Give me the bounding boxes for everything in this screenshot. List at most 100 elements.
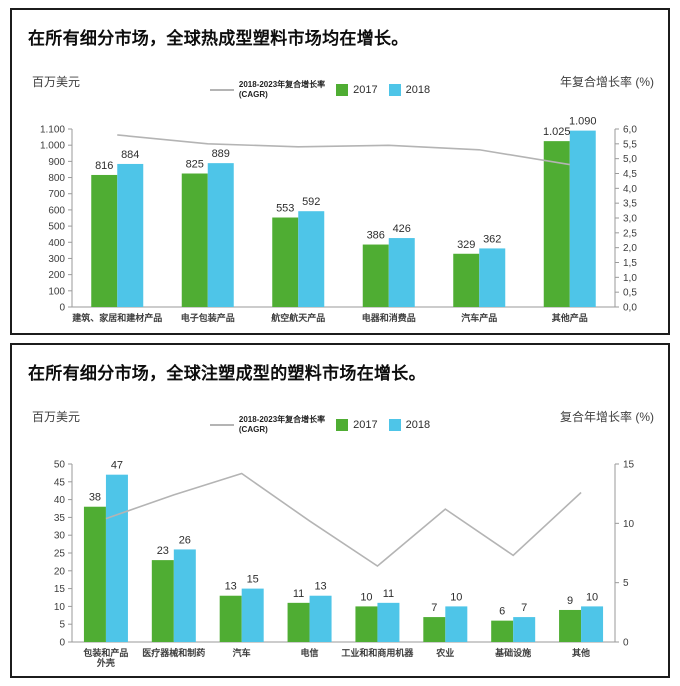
panel-title: 在所有细分市场，全球热成型塑料市场均在增长。 bbox=[28, 29, 409, 48]
panel-thermoforming: 在所有细分市场，全球热成型塑料市场均在增长。 百万美元 2018-2023年复合… bbox=[10, 8, 670, 335]
bar-value-label: 884 bbox=[121, 149, 139, 161]
legend-2017-swatch bbox=[336, 84, 349, 97]
right-axis-tick-label: 1,5 bbox=[623, 258, 637, 269]
category-label: 电子包装产品 bbox=[181, 312, 235, 323]
chart-header: 百万美元 2018-2023年复合增长率 (CAGR) 2017 2018 年复… bbox=[12, 49, 668, 109]
left-axis-tick-label: 600 bbox=[48, 205, 65, 216]
left-axis-title: 百万美元 bbox=[32, 75, 81, 89]
bar-2018 bbox=[173, 549, 196, 642]
bar-value-label: 592 bbox=[302, 196, 320, 208]
bar-value-label: 10 bbox=[586, 591, 598, 603]
category-label: 基础设施 bbox=[494, 647, 531, 658]
chart-header: 百万美元 2018-2023年复合增长率 (CAGR) 2017 2018 复合… bbox=[12, 384, 668, 444]
right-axis-title: 年复合增长率 (%) bbox=[560, 75, 654, 89]
cagr-line-swatch bbox=[209, 424, 234, 427]
left-axis-tick-label: 1.100 bbox=[40, 125, 65, 136]
bar-2017 bbox=[423, 617, 446, 642]
bar-2018 bbox=[513, 617, 536, 642]
left-axis-tick-label: 15 bbox=[54, 584, 66, 595]
bar-value-label: 426 bbox=[393, 223, 411, 235]
bar-2017 bbox=[559, 609, 582, 642]
bar-2017 bbox=[453, 253, 480, 307]
left-axis-tick-label: 500 bbox=[48, 222, 65, 233]
left-axis-tick-label: 0 bbox=[59, 638, 65, 649]
bar-value-label: 386 bbox=[367, 230, 385, 242]
bar-value-label: 47 bbox=[111, 460, 123, 472]
right-axis-tick-label: 5 bbox=[623, 578, 629, 589]
bar-2018 bbox=[377, 602, 400, 642]
left-axis-tick-label: 45 bbox=[54, 477, 66, 488]
bar-value-label: 7 bbox=[431, 602, 437, 614]
right-axis-tick-label: 10 bbox=[623, 519, 635, 530]
left-axis-tick-label: 700 bbox=[48, 189, 65, 200]
left-axis-tick-label: 100 bbox=[48, 286, 65, 297]
panel-injection-molding: 在所有细分市场，全球注塑成型的塑料市场在增长。 百万美元 2018-2023年复… bbox=[10, 343, 670, 678]
bar-value-label: 362 bbox=[483, 233, 501, 245]
cagr-line-swatch bbox=[209, 89, 234, 92]
bar-value-label: 9 bbox=[567, 595, 573, 607]
legend-2017-label: 2017 bbox=[353, 419, 378, 432]
category-label: 工业和和商用机器 bbox=[341, 647, 414, 658]
left-axis-tick-label: 200 bbox=[48, 270, 65, 281]
bar-2017 bbox=[362, 244, 389, 307]
right-axis-tick-label: 6,0 bbox=[623, 125, 637, 136]
cagr-legend-line2: (CAGR) bbox=[238, 90, 268, 100]
bar-2018 bbox=[105, 474, 128, 642]
right-axis-tick-label: 3,0 bbox=[623, 214, 637, 225]
bar-2017 bbox=[355, 606, 378, 642]
category-label: 汽车产品 bbox=[461, 312, 497, 323]
bar-2018 bbox=[117, 163, 144, 307]
chart-legend: 2018-2023年复合增长率 (CAGR) 2017 2018 bbox=[209, 415, 431, 436]
bar-value-label: 825 bbox=[186, 159, 204, 171]
bar-2018 bbox=[479, 248, 506, 307]
right-axis-tick-label: 1,0 bbox=[623, 273, 637, 284]
right-axis-tick-label: 0 bbox=[623, 638, 629, 649]
bar-2018 bbox=[207, 163, 234, 307]
category-label: 汽车 bbox=[233, 647, 251, 658]
category-label: 其他 bbox=[572, 647, 590, 658]
panel-title: 在所有细分市场，全球注塑成型的塑料市场在增长。 bbox=[28, 364, 426, 383]
category-label: 包装和产品外壳 bbox=[82, 647, 128, 668]
left-axis-tick-label: 400 bbox=[48, 238, 65, 249]
bar-2017 bbox=[91, 174, 118, 307]
left-axis-title: 百万美元 bbox=[32, 410, 81, 424]
legend-2018-label: 2018 bbox=[405, 419, 431, 432]
legend-2017-swatch bbox=[336, 419, 349, 432]
bar-value-label: 10 bbox=[450, 591, 462, 603]
category-label: 农业 bbox=[435, 647, 454, 658]
bar-value-label: 1.090 bbox=[569, 116, 597, 128]
bar-2018 bbox=[569, 130, 596, 307]
left-axis-tick-label: 35 bbox=[54, 513, 66, 524]
left-axis-tick-label: 800 bbox=[48, 173, 65, 184]
cagr-legend-line1: 2018-2023年复合增长率 bbox=[238, 80, 326, 89]
bar-value-label: 11 bbox=[383, 588, 394, 600]
bar-value-label: 816 bbox=[95, 160, 113, 172]
cagr-legend-line2: (CAGR) bbox=[238, 425, 268, 435]
bar-value-label: 23 bbox=[157, 545, 169, 557]
right-axis-tick-label: 5,0 bbox=[623, 154, 637, 165]
right-axis-tick-label: 4,5 bbox=[623, 169, 637, 180]
bar-value-label: 329 bbox=[457, 239, 475, 251]
right-axis-tick-label: 15 bbox=[623, 460, 635, 471]
bar-2017 bbox=[543, 141, 570, 307]
injection-molding-chart: 0 5 10 15 20 25 30 35 40 45 50 0 5 10 15 38 23 13 11 10 7 6 9 4… bbox=[54, 460, 635, 669]
legend-2018-swatch bbox=[388, 84, 401, 97]
bar-value-label: 889 bbox=[212, 148, 230, 160]
bar-value-label: 13 bbox=[225, 581, 237, 593]
bar-value-label: 11 bbox=[293, 588, 304, 600]
bar-2017 bbox=[151, 560, 174, 642]
left-axis-tick-label: 1.000 bbox=[40, 141, 65, 152]
cagr-legend-line1: 2018-2023年复合增长率 bbox=[238, 415, 326, 424]
chart-legend: 2018-2023年复合增长率 (CAGR) 2017 2018 bbox=[209, 80, 430, 101]
bar-2018 bbox=[298, 211, 325, 307]
bar-2017 bbox=[181, 173, 208, 307]
bar-value-label: 1.025 bbox=[543, 126, 571, 138]
category-label: 其他产品 bbox=[552, 312, 588, 323]
bar-value-label: 6 bbox=[499, 606, 505, 618]
bar-value-label: 15 bbox=[247, 574, 259, 586]
bar-value-label: 10 bbox=[360, 591, 372, 603]
bar-2018 bbox=[309, 595, 332, 642]
bar-2017 bbox=[287, 602, 310, 642]
left-axis-tick-label: 10 bbox=[54, 602, 66, 613]
